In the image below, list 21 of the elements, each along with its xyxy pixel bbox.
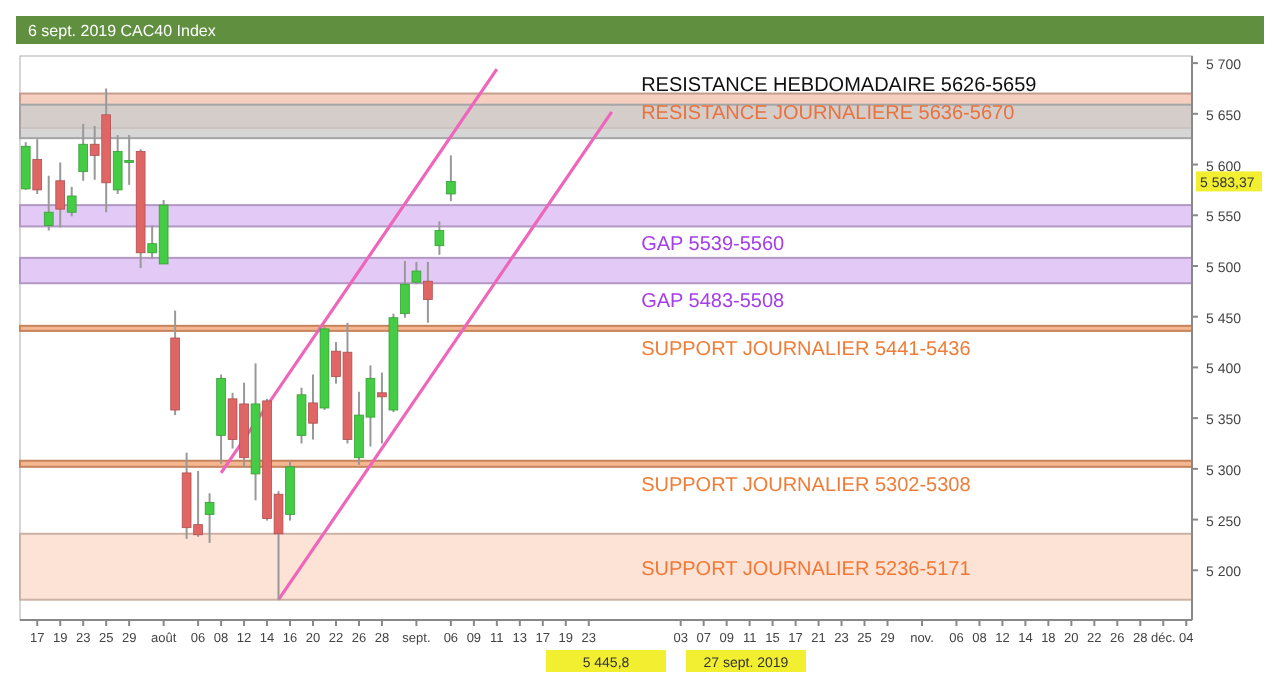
candlestick (377, 371, 387, 445)
chart-title: 6 sept. 2019 CAC40 Index (28, 22, 216, 40)
band-label: RESISTANCE JOURNALIERE 5636-5670 (641, 102, 1016, 125)
candlestick (446, 154, 456, 203)
band-label: SUPPORT JOURNALIER 5236-5171 (641, 558, 972, 581)
candlestick (66, 185, 77, 218)
candlestick (308, 373, 318, 441)
candlestick (204, 492, 215, 544)
candlestick (55, 161, 66, 229)
band-label: RESISTANCE HEBDOMADAIRE 5626-5659 (641, 74, 1038, 97)
band-label: GAP 5539-5560 (641, 234, 786, 257)
candlestick (296, 386, 307, 445)
band-label: SUPPORT JOURNALIER 5302-5308 (641, 474, 972, 497)
candlestick (285, 460, 295, 522)
candlestick (423, 260, 433, 324)
band-label: SUPPORT JOURNALIER 5441-5436 (641, 338, 972, 361)
candlestick (43, 174, 54, 232)
band-label: GAP 5483-5508 (641, 291, 786, 314)
candlestick (434, 220, 445, 256)
candlestick (411, 260, 422, 286)
candlestick (400, 259, 410, 319)
